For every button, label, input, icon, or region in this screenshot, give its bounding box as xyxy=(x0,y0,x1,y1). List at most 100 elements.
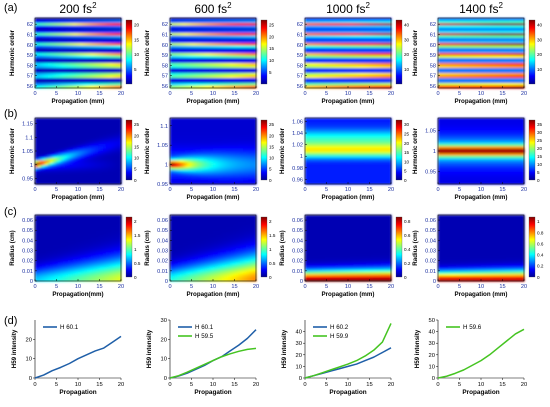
y-tick-label: 61 xyxy=(430,32,436,38)
heatmap-cells xyxy=(438,18,525,89)
panel-b-1: 0 5 10 15 20 1.15 1.1 1.05 1 0.95 Propagation (mm)… xyxy=(9,118,140,201)
y-tick-label: 58 xyxy=(162,63,168,69)
y-tick-label: 58 xyxy=(297,63,303,69)
x-tick-label: 15 xyxy=(96,187,102,193)
y-tick-label: 59 xyxy=(297,53,303,59)
heatmap-cells xyxy=(35,18,122,89)
colorbar-tick-label: 5 xyxy=(134,167,137,172)
column-title: 200 fs2 xyxy=(59,1,97,16)
y-tick-label: 57 xyxy=(27,74,33,80)
heatmap-cells xyxy=(35,118,122,185)
x-axis-label: Propagation (mm) xyxy=(187,98,240,105)
x-axis-label: Propagation (mm) xyxy=(52,194,105,201)
y-tick-label: 56 xyxy=(297,84,303,90)
y-axis-label: Harmonic order xyxy=(412,29,419,76)
x-tick-label: 5 xyxy=(190,91,193,97)
row-label: (a) xyxy=(4,2,17,14)
colorbar-tick-label: 15 xyxy=(134,37,140,42)
x-tick-label: 15 xyxy=(231,91,237,97)
x-tick-label: 10 xyxy=(75,187,81,193)
colorbar-tick-label: 25 xyxy=(269,23,275,28)
row-label: (d) xyxy=(4,315,17,327)
colorbar-tick-label: 15 xyxy=(269,46,275,51)
x-tick-label: 0 xyxy=(33,91,36,97)
y-tick-label: 59 xyxy=(27,53,33,59)
column-title: 600 fs2 xyxy=(194,1,232,16)
colorbar-tick-label: 20 xyxy=(404,52,410,57)
y-tick-label: 62 xyxy=(27,22,33,28)
y-tick-label: 58 xyxy=(27,63,33,69)
y-tick-label: 60 xyxy=(27,43,33,49)
y-axis-label: Harmonic order xyxy=(9,29,16,76)
column-titles: 200 fs2 600 fs2 1000 fs2 1400 fs2 xyxy=(59,1,503,16)
row-label: (b) xyxy=(4,108,17,120)
colorbar-tick-label: 5 xyxy=(269,70,272,75)
colorbar-tick-label: 20 xyxy=(134,23,140,28)
x-tick-label: 10 xyxy=(75,91,81,97)
colorbar xyxy=(529,20,535,84)
colorbar-tick-label: 0 xyxy=(134,178,137,183)
colorbar-tick-label: 10 xyxy=(134,52,140,57)
colorbar xyxy=(261,20,267,84)
colorbar xyxy=(126,20,132,84)
y-tick-label: 56 xyxy=(430,84,436,90)
x-tick-label: 20 xyxy=(118,187,124,193)
y-tick-label: 61 xyxy=(162,32,168,38)
x-tick-label: 5 xyxy=(55,187,58,193)
colorbar xyxy=(126,120,132,180)
x-tick-label: 15 xyxy=(366,91,372,97)
colorbar-tick-label: 10 xyxy=(404,67,410,72)
y-tick-label: 60 xyxy=(162,43,168,49)
row-label: (c) xyxy=(4,206,17,218)
y-tick-label: 0.95 xyxy=(22,177,33,183)
colorbar-tick-label: 40 xyxy=(537,23,543,28)
x-tick-label: 20 xyxy=(388,91,394,97)
x-tick-label: 0 xyxy=(436,91,439,97)
x-tick-label: 20 xyxy=(521,91,527,97)
colorbar-tick-label: 40 xyxy=(404,23,410,28)
colorbar xyxy=(396,20,402,84)
y-tick-label: 56 xyxy=(162,84,168,90)
y-tick-label: 1.1 xyxy=(25,135,33,141)
column-title: 1400 fs2 xyxy=(459,1,503,16)
colorbar-tick-label: 25 xyxy=(134,122,140,127)
colorbar-tick-label: 30 xyxy=(404,37,410,42)
x-tick-label: 10 xyxy=(478,91,484,97)
y-tick-label: 62 xyxy=(297,22,303,28)
y-tick-label: 1.05 xyxy=(22,149,33,155)
column-title: 1000 fs2 xyxy=(326,1,370,16)
y-tick-label: 61 xyxy=(297,32,303,38)
heatmap-cells xyxy=(170,118,257,185)
y-tick-label: 60 xyxy=(297,43,303,49)
x-tick-label: 5 xyxy=(325,91,328,97)
colorbar-tick-label: 10 xyxy=(134,156,140,161)
x-axis-label: Propagation (mm) xyxy=(455,98,508,105)
y-tick-label: 1 xyxy=(30,163,33,169)
y-tick-label: 1.15 xyxy=(22,122,33,128)
y-tick-label: 58 xyxy=(430,63,436,69)
x-tick-label: 0 xyxy=(168,91,171,97)
y-tick-label: 57 xyxy=(430,74,436,80)
heatmap-cells xyxy=(170,18,257,89)
x-tick-label: 20 xyxy=(253,91,259,97)
x-axis-label: Propagation (mm) xyxy=(52,98,105,105)
colorbar-tick-label: 20 xyxy=(134,133,140,138)
colorbar-tick-label: 5 xyxy=(134,67,137,72)
x-tick-label: 15 xyxy=(499,91,505,97)
x-tick-label: 0 xyxy=(303,91,306,97)
y-axis-label: Harmonic order xyxy=(144,29,151,76)
y-tick-label: 62 xyxy=(162,22,168,28)
colorbar-tick-label: 15 xyxy=(134,144,140,149)
x-axis-label: Propagation (mm) xyxy=(322,98,375,105)
y-axis-label: Harmonic order xyxy=(9,127,16,174)
colorbar-tick-label: 10 xyxy=(269,58,275,63)
heatmap-cells xyxy=(305,18,392,89)
x-tick-label: 10 xyxy=(210,91,216,97)
